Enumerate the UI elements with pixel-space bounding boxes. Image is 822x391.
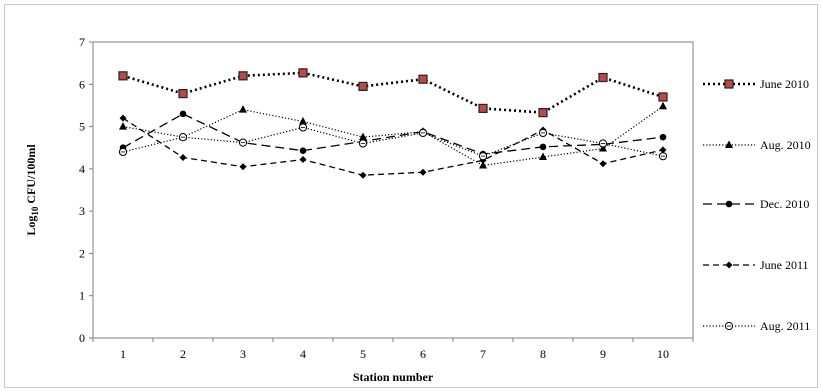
legend-item: June 2011 — [703, 258, 809, 272]
series-5 — [118, 123, 668, 161]
x-tick-label: 2 — [180, 347, 186, 361]
legend-label: Aug. 2011 — [760, 319, 810, 333]
chart-frame — [4, 4, 818, 388]
x-tick-label: 5 — [360, 347, 366, 361]
data-point — [358, 81, 368, 92]
data-point — [239, 163, 247, 171]
data-point — [178, 88, 188, 99]
x-tick-label: 9 — [600, 347, 606, 361]
y-tick-label: 5 — [79, 120, 85, 134]
series-line — [122, 126, 664, 157]
data-point — [538, 108, 548, 118]
x-axis: 1 2 3 4 5 6 7 8 9 10 — [92, 338, 694, 361]
y-tick-label: 4 — [79, 162, 85, 176]
data-point — [119, 122, 127, 130]
series-line — [122, 71, 664, 114]
legend-label: Aug. 2010 — [760, 138, 811, 152]
legend-label: Dec. 2010 — [760, 197, 809, 211]
x-axis-title: Station number — [353, 370, 434, 384]
data-point — [598, 72, 608, 83]
data-point — [299, 116, 307, 125]
y-tick-label: 0 — [79, 331, 85, 345]
legend-item: Dec. 2010 — [703, 197, 809, 211]
legend-item: Aug. 2010 — [703, 138, 811, 152]
y-axis-title-main: Log — [24, 216, 38, 236]
y-axis: 0 1 2 3 4 5 6 7 — [79, 35, 93, 345]
x-tick-label: 1 — [120, 347, 126, 361]
data-point — [479, 160, 487, 169]
plot-area — [92, 41, 694, 339]
data-point — [539, 152, 547, 161]
series-1 — [118, 68, 668, 118]
data-point — [299, 156, 307, 164]
data-point — [599, 160, 607, 168]
data-point — [118, 71, 128, 81]
legend-item: June 2010 — [703, 77, 809, 91]
data-point — [659, 133, 667, 141]
series-line — [122, 117, 664, 176]
legend-label: June 2010 — [760, 77, 809, 91]
data-point — [478, 103, 488, 113]
data-point — [179, 153, 187, 161]
legend-label: June 2011 — [760, 258, 809, 272]
data-point — [419, 168, 427, 176]
series-line — [122, 113, 664, 155]
y-axis-title: Log10 CFU/100ml — [24, 144, 40, 236]
legend-item: Aug. 2011 — [703, 319, 810, 333]
x-tick-label: 8 — [540, 347, 546, 361]
data-point — [599, 144, 607, 152]
legend-marker — [725, 261, 733, 269]
data-point — [359, 171, 367, 179]
series-3 — [119, 110, 667, 158]
x-tick-label: 6 — [420, 347, 426, 361]
data-point — [359, 132, 367, 141]
series-line — [122, 105, 664, 167]
legend-marker — [725, 200, 733, 208]
data-point — [299, 147, 307, 154]
series-2 — [119, 101, 667, 169]
data-point — [239, 105, 247, 113]
legend-marker — [724, 79, 734, 89]
y-tick-label: 1 — [79, 289, 85, 303]
data-point — [539, 143, 547, 151]
data-point — [659, 146, 667, 154]
y-axis-title-rest: CFU/100ml — [24, 144, 38, 207]
y-tick-label: 3 — [79, 204, 85, 218]
y-tick-label: 6 — [79, 77, 85, 91]
data-point — [179, 110, 187, 118]
series-layer — [118, 68, 668, 179]
legend: June 2010 Aug. 2010 Dec. 2010 June 2011 Aug.… — [703, 77, 811, 333]
data-point — [298, 68, 308, 78]
x-tick-label: 7 — [480, 347, 486, 361]
series-4 — [119, 114, 667, 179]
data-point — [418, 74, 428, 84]
y-tick-label: 7 — [79, 35, 85, 49]
data-point — [658, 92, 668, 102]
data-point — [238, 71, 248, 81]
y-tick-label: 2 — [79, 246, 85, 260]
legend-marker — [725, 140, 733, 148]
x-tick-label: 10 — [657, 347, 669, 361]
data-point — [119, 114, 127, 122]
y-axis-title-subscript: 10 — [30, 206, 40, 216]
x-tick-label: 4 — [300, 347, 306, 361]
x-tick-label: 3 — [240, 347, 246, 361]
data-point — [659, 101, 667, 110]
